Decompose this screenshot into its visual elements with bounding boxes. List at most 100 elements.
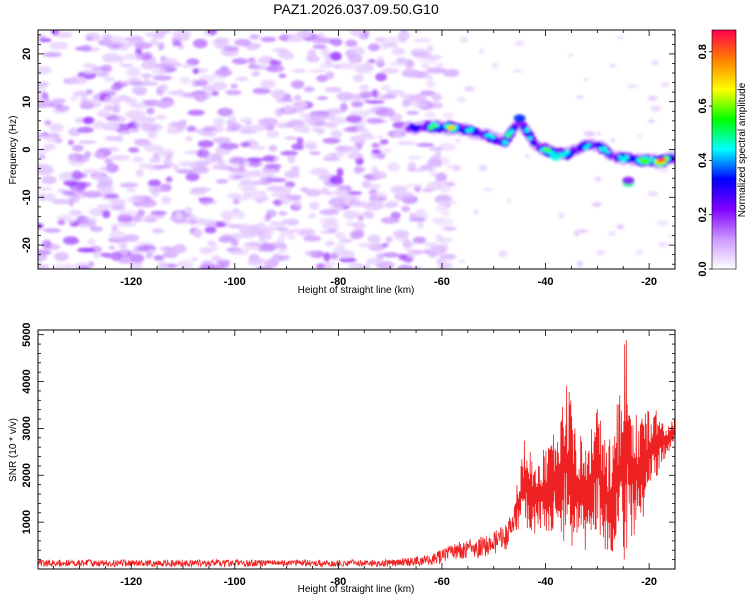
- noise-blob: [99, 252, 112, 257]
- noise-blob: [129, 35, 144, 45]
- noise-blob: [228, 114, 237, 125]
- noise-blob: [330, 129, 343, 139]
- noise-blob: [78, 140, 97, 145]
- noise-blob: [77, 247, 96, 253]
- noise-blobs: [38, 30, 680, 269]
- noise-blob: [259, 233, 272, 240]
- noise-blob: [396, 140, 417, 146]
- noise-blob: [219, 142, 239, 150]
- noise-blob: [394, 234, 409, 241]
- noise-blob: [608, 230, 617, 237]
- noise-blob: [227, 173, 248, 180]
- noise-blob: [329, 116, 347, 124]
- noise-blob: [339, 257, 357, 263]
- spectrogram-heatmap: [38, 30, 680, 269]
- noise-blob: [100, 64, 113, 72]
- noise-blob: [332, 64, 341, 69]
- noise-blob: [75, 154, 90, 163]
- noise-blob: [435, 233, 443, 243]
- noise-blob: [133, 138, 149, 144]
- spectrogram-x-tick-label: -20: [641, 276, 657, 288]
- noise-blob: [676, 95, 680, 101]
- noise-blob: [152, 67, 167, 76]
- noise-blob: [573, 230, 580, 237]
- noise-blob: [55, 105, 70, 112]
- noise-blob: [211, 90, 219, 96]
- noise-blob: [154, 62, 175, 69]
- noise-blob: [278, 74, 287, 78]
- noise-blob: [381, 84, 391, 91]
- noise-blob: [200, 200, 217, 204]
- noise-blob: [166, 126, 181, 135]
- noise-blob: [376, 152, 386, 160]
- noise-blob: [177, 89, 185, 97]
- noise-blob: [49, 41, 69, 50]
- noise-blob: [99, 167, 109, 171]
- noise-blob: [90, 226, 103, 232]
- noise-blob: [312, 44, 327, 50]
- noise-blob: [378, 148, 392, 154]
- noise-blob: [234, 38, 252, 47]
- noise-blob: [352, 221, 366, 231]
- noise-blob: [568, 53, 573, 57]
- noise-blob: [382, 203, 398, 209]
- noise-blob: [339, 238, 353, 244]
- noise-blob: [133, 214, 142, 223]
- snr-y-axis-label: SNR (10 * v/v): [8, 418, 19, 482]
- noise-blob: [45, 193, 56, 202]
- ridge-blob: [468, 127, 474, 133]
- noise-blob: [427, 182, 439, 188]
- spectrogram-x-tick-label: -40: [538, 276, 554, 288]
- noise-blob: [344, 194, 361, 200]
- noise-blob: [360, 200, 367, 207]
- ridge-blob: [622, 176, 635, 185]
- noise-blob: [41, 239, 52, 249]
- colorbar-frame: [711, 29, 737, 270]
- noise-blob: [83, 168, 99, 174]
- noise-blob: [357, 214, 365, 222]
- ridge-blob: [493, 138, 499, 144]
- noise-blob: [293, 125, 311, 133]
- noise-blob: [456, 96, 466, 103]
- noise-blob: [235, 76, 249, 82]
- noise-blob: [61, 191, 76, 196]
- noise-blob: [108, 147, 120, 152]
- noise-blob: [44, 120, 52, 126]
- noise-blob: [266, 130, 280, 138]
- noise-blob: [137, 209, 146, 217]
- noise-blob: [193, 160, 211, 167]
- noise-blob: [270, 220, 278, 227]
- noise-blob: [78, 265, 91, 269]
- noise-blob: [318, 63, 334, 69]
- noise-blob: [104, 76, 115, 82]
- noise-blob: [57, 219, 66, 226]
- noise-blob: [103, 96, 119, 104]
- noise-blob: [427, 45, 434, 53]
- noise-blob: [291, 165, 300, 174]
- noise-blob: [218, 235, 235, 243]
- noise-blob: [259, 243, 277, 252]
- noise-blob: [130, 81, 144, 86]
- noise-blob: [153, 255, 165, 261]
- noise-blob: [191, 187, 211, 193]
- noise-blob: [117, 94, 131, 102]
- noise-blob: [557, 212, 565, 219]
- snr-ticks: -120 -100 -80 -60 -40 -20 1000 2000 3000 4000 5000: [21, 322, 676, 588]
- spectrogram-x-tick-label: -120: [120, 276, 142, 288]
- noise-blob: [421, 62, 430, 69]
- noise-blob: [390, 185, 408, 194]
- noise-blob: [436, 203, 448, 213]
- noise-blob: [293, 201, 302, 208]
- noise-blob: [365, 60, 374, 70]
- noise-blob: [436, 62, 444, 68]
- noise-blob: [175, 210, 183, 220]
- noise-blob: [188, 217, 205, 225]
- noise-blob: [366, 117, 384, 124]
- noise-blob: [49, 123, 64, 133]
- snr-x-tick-label: -20: [641, 576, 657, 588]
- noise-blob: [139, 116, 156, 124]
- noise-blob: [371, 149, 381, 155]
- noise-blob: [67, 139, 74, 146]
- noise-blob: [366, 258, 379, 265]
- noise-blob: [252, 170, 262, 175]
